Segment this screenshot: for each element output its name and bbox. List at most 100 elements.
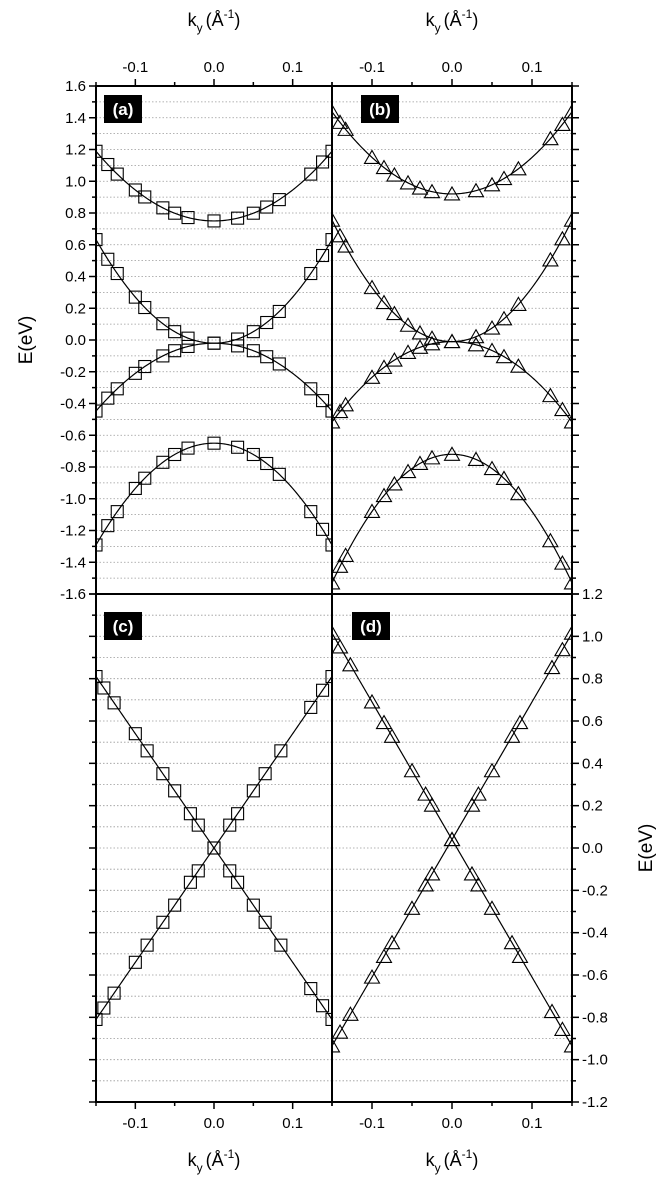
- panel-d-data: [332, 625, 572, 1053]
- panel-c-square-marker: [191, 864, 205, 878]
- panel-b-triangle-marker: [385, 475, 403, 491]
- panel-b-triangle-marker: [385, 305, 403, 321]
- panel-b-triangle-marker: [467, 336, 485, 352]
- panel-a-ytick-label: -0.8: [60, 459, 86, 476]
- panel-d-grid: [332, 614, 572, 1082]
- panel-b-curve-1: [332, 111, 572, 195]
- panel-b-label: (b): [369, 100, 391, 119]
- panel-a-square-marker: [316, 522, 330, 536]
- panel-d-label: (d): [360, 617, 382, 636]
- panel-a-curve-1: [96, 150, 332, 222]
- panel-d-xtick-label: 0.1: [522, 1115, 543, 1132]
- panel-b-triangle-marker: [399, 317, 417, 332]
- panel-labels: (a) (b) (c) (d): [104, 95, 399, 640]
- panel-c-square-marker: [274, 938, 288, 952]
- panel-d-ytick-label: -1.0: [582, 1052, 608, 1069]
- panel-c-square-marker: [140, 938, 154, 952]
- panel-c-square-marker: [168, 784, 182, 798]
- panel-a-curve-4: [96, 342, 332, 412]
- panel-a-label-box: [104, 95, 142, 123]
- panel-d-ytick-label: -0.2: [582, 882, 608, 899]
- panel-a-square-marker: [168, 206, 182, 220]
- panel-c-ticks: [89, 593, 333, 1109]
- panel-c-square-marker: [183, 807, 197, 821]
- panel-b-triangle-marker: [399, 463, 417, 479]
- panel-b-triangle-marker: [423, 449, 441, 465]
- panel-b-triangle-marker: [483, 460, 501, 476]
- panel-a-ytick-label: -1.0: [60, 491, 86, 508]
- panel-b-triangle-marker: [541, 387, 559, 403]
- panel-b-triangle-marker: [375, 359, 393, 374]
- panel-a-square-marker: [231, 440, 245, 454]
- panel-a-square-marker: [246, 206, 260, 220]
- panel-b-triangle-marker: [411, 324, 429, 340]
- panel-a-square-marker: [110, 266, 124, 281]
- panel-c-square-marker: [304, 982, 318, 996]
- panel-b-triangle-marker: [411, 339, 429, 354]
- panel-a-square-marker: [246, 447, 260, 462]
- panel-c-square-marker: [325, 1012, 332, 1027]
- panel-b-data: [332, 103, 572, 590]
- panel-a-square-marker: [110, 505, 124, 519]
- panel-c-square-marker: [97, 1001, 111, 1015]
- panel-c-square-marker: [223, 864, 237, 878]
- panel-b-triangle-marker: [509, 485, 527, 501]
- panel-b-xtick-label: 0.1: [522, 59, 543, 76]
- panel-b-triangle-marker: [337, 547, 355, 562]
- panel-c-square-marker: [168, 898, 182, 912]
- panel-a-ytick-label: -1.6: [60, 586, 86, 603]
- panel-d-triangle-marker: [423, 797, 441, 812]
- panel-d-xtick-label: -0.1: [359, 1115, 385, 1132]
- panel-c-square-marker: [107, 696, 121, 710]
- panel-b-triangle-marker: [337, 396, 355, 412]
- panel-b-triangle-marker: [411, 455, 429, 470]
- panel-b-triangle-marker: [483, 319, 501, 335]
- panel-d-triangle-marker: [383, 934, 401, 950]
- panel-a-square-marker: [96, 233, 103, 247]
- panel-a-square-marker: [156, 455, 170, 469]
- panel-b-triangle-marker: [411, 180, 429, 195]
- panel-c-square-marker: [128, 727, 142, 741]
- panel-a-square-marker: [168, 325, 182, 339]
- panel-d-triangle-marker: [375, 948, 393, 964]
- panel-d-triangle-marker: [563, 1037, 572, 1053]
- panel-d-triangle-marker: [543, 1003, 561, 1019]
- panel-d-triangle-marker: [563, 625, 572, 640]
- panel-c-square-marker: [156, 767, 170, 781]
- panel-c-tick-labels: -0.1 0.0 0.1: [122, 1115, 303, 1132]
- panel-b-triangle-marker: [443, 446, 461, 461]
- panel-a-ytick-label: 0.6: [65, 237, 86, 254]
- panel-b-triangle-marker: [332, 413, 341, 429]
- panel-a-square-marker: [128, 290, 142, 304]
- panel-a-square-marker: [181, 339, 195, 354]
- panel-a-square-marker: [128, 366, 142, 380]
- panel-c-grid: [96, 614, 332, 1082]
- panel-d-triangle-marker: [423, 865, 441, 881]
- panel-a-ytick-label: 0.8: [65, 205, 86, 222]
- panel-a-square-marker: [110, 167, 124, 181]
- panel-d-ytick-label: 1.0: [582, 628, 603, 645]
- panel-b-xtick-label: -0.1: [359, 59, 385, 76]
- panel-d-ticks: [331, 593, 579, 1109]
- panel-a-ytick-label: -0.6: [60, 427, 86, 444]
- panel-a-square-marker: [246, 325, 260, 339]
- panel-a-square-marker: [96, 144, 103, 158]
- panel-a-square-marker: [138, 300, 152, 315]
- panel-a-square-marker: [138, 190, 152, 204]
- panel-c-square-marker: [97, 681, 111, 695]
- panel-a-ytick-label: 0.0: [65, 332, 86, 349]
- panel-b-triangle-marker: [467, 328, 485, 344]
- panel-a-square-marker: [101, 252, 115, 266]
- panel-a-ytick-label: 1.4: [65, 110, 86, 127]
- bottom-xlabel-right: ky (Å-1): [426, 1147, 479, 1175]
- panel-b-triangle-marker: [563, 413, 572, 429]
- panel-d-xtick-label: 0.0: [442, 1115, 463, 1132]
- panel-c-square-marker: [140, 744, 154, 758]
- panel-b-tick-labels: -0.1 0.0 0.1: [359, 59, 542, 76]
- panel-a-square-marker: [304, 167, 318, 181]
- panel-b-triangle-marker: [467, 451, 485, 466]
- panel-b-triangle-marker: [399, 174, 417, 190]
- left-ylabel: E(eV): [16, 316, 37, 365]
- panel-a-square-marker: [272, 357, 286, 371]
- panel-d-triangle-marker: [463, 797, 481, 812]
